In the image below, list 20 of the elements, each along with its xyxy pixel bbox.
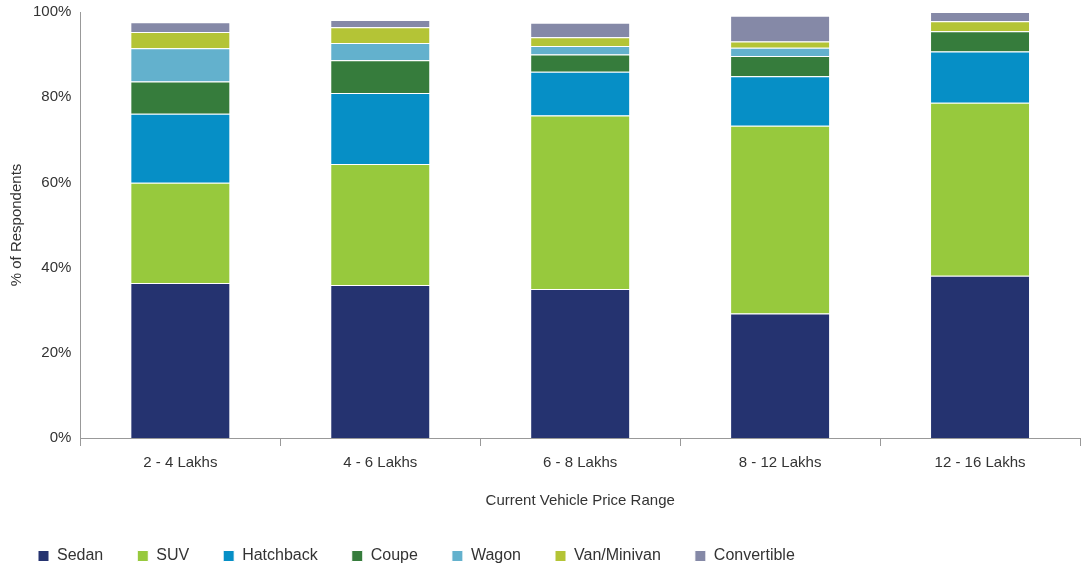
y-tick-label: 100% [32,2,72,20]
legend-label: Convertible [713,546,795,564]
y-axis-title: % of Respondents [7,163,25,287]
legend-label: Sedan [57,546,104,564]
x-tick-label: 2 - 4 Lakhs [143,453,218,471]
y-tick-label: 60% [41,172,72,190]
x-tick-label: 4 - 6 Lakhs [343,453,418,471]
legend-label: SUV [156,546,190,564]
legend-label: Wagon [470,546,522,564]
legend-label: Coupe [370,546,419,564]
legend-label: Hatchback [242,546,319,564]
x-tick-label: 12 - 16 Lakhs [934,453,1026,471]
y-tick-label: 80% [41,87,72,105]
y-tick-label: 0% [49,428,72,446]
x-tick-label: 6 - 8 Lakhs [543,453,618,471]
x-tick-label: 8 - 12 Lakhs [738,453,822,471]
x-axis-title: Current Vehicle Price Range [485,491,675,509]
y-tick-label: 40% [41,257,72,275]
legend-label: Van/Minivan [574,546,661,564]
y-tick-label: 20% [41,342,72,360]
